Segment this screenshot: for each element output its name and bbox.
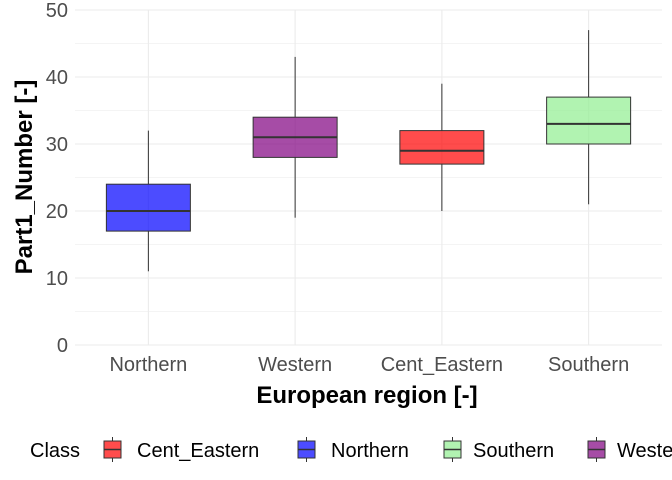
box-cent-eastern bbox=[399, 83, 485, 211]
box-iqr bbox=[546, 96, 632, 145]
box-western bbox=[252, 56, 338, 218]
legend-key bbox=[587, 437, 606, 462]
x-axis-ticks: Northern Western Cent_Eastern Southern bbox=[109, 354, 629, 376]
legend-label: Western bbox=[617, 440, 672, 462]
y-tick-label: 30 bbox=[46, 134, 68, 156]
legend-key bbox=[443, 437, 462, 462]
legend-title: Class bbox=[30, 440, 80, 462]
y-tick-label: 50 bbox=[46, 0, 68, 22]
legend-key bbox=[103, 437, 122, 462]
y-tick-label: 0 bbox=[57, 335, 68, 357]
y-axis-title: Part1_Number [-] bbox=[11, 80, 38, 275]
legend-label: Southern bbox=[473, 440, 554, 462]
x-tick-label: Southern bbox=[548, 354, 629, 376]
x-tick-label: Northern bbox=[109, 354, 187, 376]
legend-key bbox=[297, 437, 316, 462]
box-southern bbox=[546, 30, 632, 205]
boxplots bbox=[105, 30, 632, 272]
y-tick-label: 10 bbox=[46, 268, 68, 290]
box-iqr bbox=[399, 130, 485, 165]
x-axis-title: European region [-] bbox=[256, 382, 477, 409]
legend-label: Cent_Eastern bbox=[137, 440, 259, 462]
y-tick-label: 40 bbox=[46, 67, 68, 89]
box-iqr bbox=[105, 183, 191, 232]
legend: Class Cent_Eastern Northern Southern Wester… bbox=[30, 437, 672, 462]
x-tick-label: Western bbox=[258, 354, 332, 376]
y-axis-ticks: 0 10 20 30 40 50 bbox=[46, 0, 68, 357]
x-tick-label: Cent_Eastern bbox=[381, 354, 503, 376]
box-northern bbox=[105, 130, 191, 272]
y-tick-label: 20 bbox=[46, 201, 68, 223]
legend-label: Northern bbox=[331, 440, 409, 462]
